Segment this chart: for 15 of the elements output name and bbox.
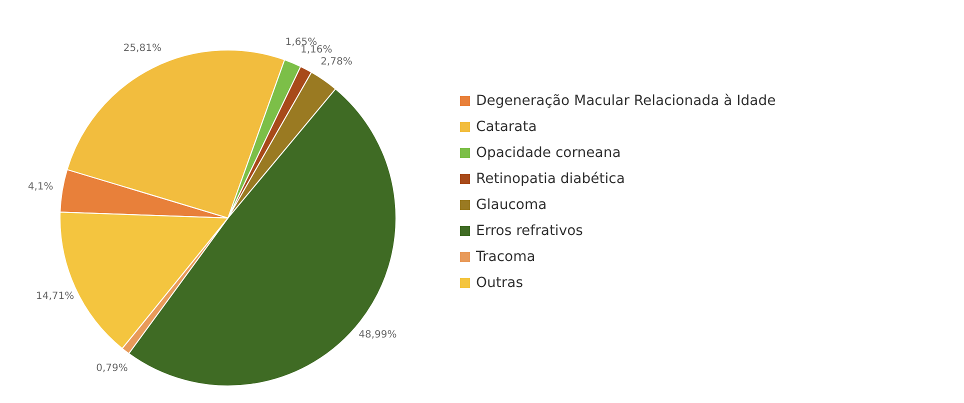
data-label: 48,99% (358, 329, 397, 340)
data-label: 4,1% (28, 182, 54, 193)
legend-label: Catarata (476, 119, 537, 135)
legend-label: Opacidade corneana (476, 145, 621, 161)
legend-label: Outras (476, 275, 524, 291)
data-label: 14,71% (36, 291, 74, 302)
legend-label: Retinopatia diabética (476, 171, 625, 187)
legend-label: Glaucoma (476, 197, 547, 213)
data-label: 0,79% (96, 363, 128, 374)
data-label: 1,16% (300, 44, 332, 56)
legend-label: Erros refrativos (476, 223, 583, 239)
legend-label: Degeneração Macular Relacionada à Idade (476, 93, 776, 109)
data-label: 25,81% (123, 42, 162, 54)
legend-label: Tracoma (476, 249, 536, 265)
data-label: 2,78% (320, 56, 352, 68)
